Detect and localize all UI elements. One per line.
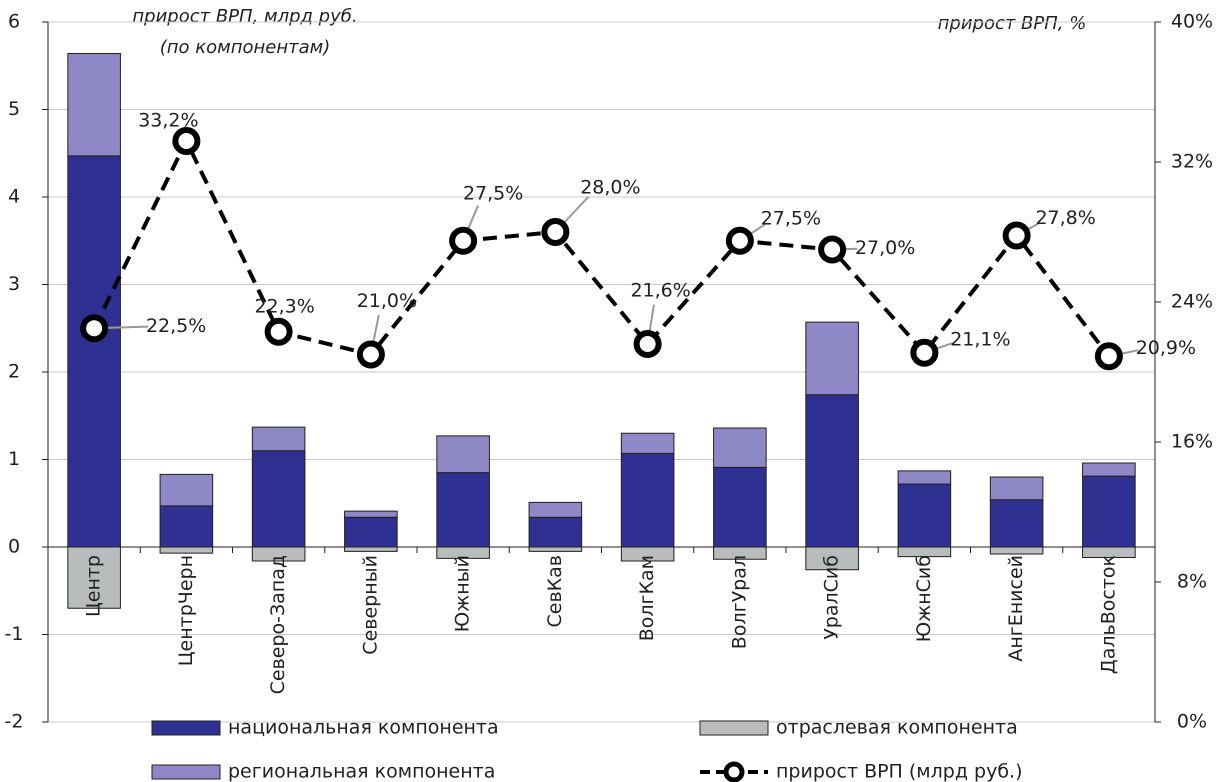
- y2-tick-label: 32%: [1171, 151, 1213, 173]
- x-tick-label: СевКав: [544, 555, 566, 627]
- data-label: 27,5%: [761, 207, 821, 229]
- bar: [989, 546, 1044, 555]
- bar: [528, 516, 583, 548]
- y2-tick-label: 24%: [1171, 291, 1213, 313]
- bar: [805, 321, 859, 396]
- data-label: 27,0%: [855, 237, 915, 259]
- line-marker: [449, 226, 478, 255]
- bar: [1082, 475, 1136, 548]
- x-tick-label: ЮжнСиб: [913, 555, 935, 642]
- bar: [805, 394, 859, 548]
- y-tick-label: 0: [8, 536, 20, 558]
- left-axis-annotation: прирост ВРП, млрд руб.: [132, 6, 357, 27]
- legend-swatch: [699, 720, 769, 736]
- bar: [620, 452, 675, 548]
- data-label: 22,3%: [254, 295, 314, 317]
- line-marker: [80, 314, 109, 343]
- x-tick-label: ВолгКам: [636, 555, 658, 641]
- bar: [344, 546, 398, 552]
- left-axis-annotation: (по компонентам): [160, 37, 331, 58]
- line-marker: [172, 127, 201, 155]
- bar: [713, 466, 767, 548]
- bar: [989, 499, 1044, 548]
- legend-marker: [723, 761, 745, 782]
- bar: [67, 155, 121, 548]
- bar: [620, 432, 675, 454]
- legend-label: прирост ВРП (млрд руб.): [776, 761, 1023, 782]
- legend-label: национальная компонента: [228, 717, 499, 739]
- data-label: 21,1%: [950, 328, 1010, 350]
- line-marker: [356, 340, 385, 369]
- y2-tick-label: 8%: [1177, 571, 1207, 593]
- bar: [67, 53, 121, 157]
- x-tick-label: АнгЕнисей: [1005, 555, 1027, 662]
- x-tick-label: Северо-Запад: [267, 555, 289, 694]
- line: [92, 136, 1111, 358]
- y2-tick-label: 40%: [1171, 11, 1213, 33]
- bar: [436, 435, 490, 474]
- y-tick-label: -2: [5, 711, 24, 733]
- x-tick-label: ЦентрЧерн: [175, 555, 197, 666]
- line-marker: [725, 226, 754, 255]
- legend-swatch: [151, 720, 221, 736]
- bar: [1082, 462, 1136, 477]
- y-tick-label: 5: [8, 98, 20, 120]
- bar: [528, 546, 583, 552]
- y-tick-label: -1: [5, 623, 24, 645]
- data-label: 21,0%: [357, 290, 417, 312]
- right-axis-annotation: прирост ВРП, %: [938, 13, 1087, 34]
- y2-tick-label: 0%: [1177, 711, 1207, 733]
- x-tick-label: Южный: [452, 555, 474, 632]
- bar: [159, 546, 214, 554]
- line-marker: [541, 218, 570, 246]
- data-label: 21,6%: [630, 280, 690, 302]
- line-marker: [1094, 342, 1123, 371]
- data-label: 20,9%: [1136, 337, 1196, 359]
- bar: [436, 472, 490, 548]
- x-tick-label: ВолгУрал: [728, 555, 750, 649]
- line-marker: [910, 338, 939, 367]
- y-tick-label: 2: [8, 361, 20, 383]
- y-tick-label: 4: [8, 186, 20, 208]
- bar: [344, 516, 398, 548]
- y2-tick-label: 16%: [1171, 431, 1213, 453]
- y-tick-label: 1: [8, 448, 20, 470]
- data-label: 22,5%: [146, 315, 206, 337]
- bar: [528, 501, 583, 518]
- line-marker: [633, 330, 662, 358]
- legend-label: региональная компонента: [228, 761, 495, 782]
- x-tick-label: ДальВосток: [1097, 555, 1119, 674]
- bar: [989, 476, 1044, 501]
- bar: [67, 546, 121, 609]
- x-tick-label: Северный: [359, 555, 381, 655]
- data-label: 28,0%: [580, 177, 640, 199]
- data-label: 33,2%: [138, 110, 198, 132]
- data-label: 27,5%: [463, 182, 523, 204]
- y-tick-label: 6: [8, 11, 20, 33]
- x-tick-label: УралСиб: [821, 555, 843, 640]
- bar: [713, 427, 767, 468]
- bar: [251, 450, 306, 548]
- legend-label: отраслевая компонента: [776, 717, 1018, 739]
- bar: [897, 483, 952, 548]
- bar: [251, 426, 306, 452]
- line-marker: [1002, 221, 1031, 250]
- x-tick-label: Центр: [83, 555, 105, 617]
- bar: [897, 470, 952, 485]
- bar: [344, 510, 398, 518]
- data-label: 27,8%: [1035, 207, 1095, 229]
- line-marker: [818, 235, 847, 264]
- bar: [159, 473, 214, 507]
- bar: [159, 505, 214, 548]
- legend-swatch: [151, 764, 221, 780]
- y-tick-label: 3: [8, 273, 20, 295]
- line-marker: [264, 317, 293, 346]
